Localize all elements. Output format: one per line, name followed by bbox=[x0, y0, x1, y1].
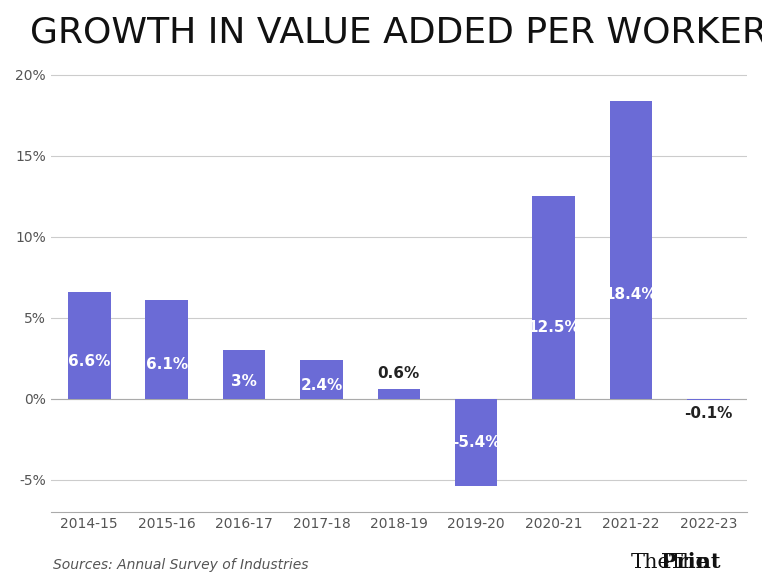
Text: 18.4%: 18.4% bbox=[604, 287, 658, 302]
Text: 6.1%: 6.1% bbox=[146, 357, 187, 372]
Text: Print: Print bbox=[661, 553, 720, 572]
Bar bbox=[146, 300, 188, 399]
Bar bbox=[223, 350, 265, 399]
Text: -5.4%: -5.4% bbox=[452, 435, 501, 450]
Text: Sources: Annual Survey of Industries: Sources: Annual Survey of Industries bbox=[53, 558, 309, 572]
Bar bbox=[300, 360, 343, 399]
Text: 3%: 3% bbox=[231, 374, 257, 389]
Text: 6.6%: 6.6% bbox=[68, 354, 110, 369]
Text: The: The bbox=[669, 553, 709, 572]
Text: The: The bbox=[631, 553, 671, 572]
Bar bbox=[610, 101, 652, 399]
Text: -0.1%: -0.1% bbox=[684, 406, 732, 421]
Bar bbox=[455, 399, 498, 486]
Text: 2.4%: 2.4% bbox=[300, 378, 343, 393]
Bar bbox=[68, 292, 110, 399]
Title: GROWTH IN VALUE ADDED PER WORKER: GROWTH IN VALUE ADDED PER WORKER bbox=[30, 15, 762, 49]
Bar bbox=[533, 196, 575, 399]
Bar bbox=[377, 389, 420, 399]
Bar bbox=[687, 399, 729, 400]
Text: ThePrint: ThePrint bbox=[616, 553, 720, 572]
Text: 0.6%: 0.6% bbox=[378, 366, 420, 381]
Text: 12.5%: 12.5% bbox=[527, 321, 580, 335]
